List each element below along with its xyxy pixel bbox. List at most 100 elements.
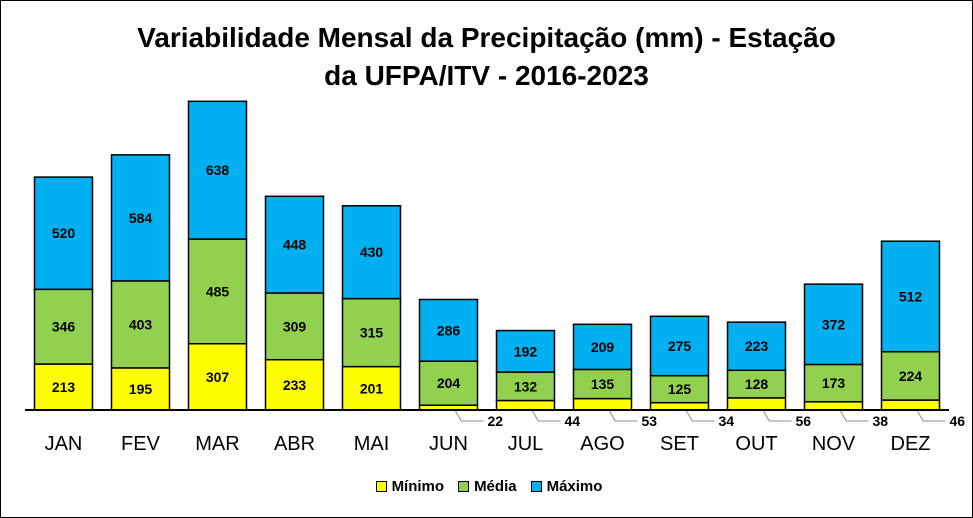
data-label-minimo-mai: 201 — [360, 380, 384, 396]
data-label-leader-set — [686, 410, 715, 422]
legend-item-media: Média — [458, 478, 517, 495]
bar-maximo-abr — [264, 195, 325, 294]
data-label-minimo-dez: 46 — [950, 413, 966, 429]
x-tick-label-ago: AGO — [580, 433, 624, 455]
x-tick-label-mai: MAI — [354, 433, 390, 455]
bar-media-ago — [572, 368, 633, 400]
data-label-minimo-nov: 38 — [873, 413, 889, 429]
bar-maximo-out — [726, 321, 787, 372]
data-label-media-nov: 173 — [822, 375, 846, 391]
bar-media-mar — [187, 238, 248, 345]
chart-title-line-2: da UFPA/ITV - 2016-2023 — [324, 60, 649, 91]
x-tick-label-fev: FEV — [121, 433, 161, 455]
data-label-maximo-mai: 430 — [360, 244, 384, 260]
data-label-media-set: 125 — [668, 381, 692, 397]
chart-title-line-1: Variabilidade Mensal da Precipitação (mm… — [137, 22, 836, 53]
legend-swatch-minimo — [375, 480, 387, 492]
bar-media-set — [649, 374, 710, 404]
data-label-maximo-set: 275 — [668, 338, 692, 354]
data-label-leader-nov — [840, 410, 869, 422]
data-label-maximo-dez: 512 — [899, 288, 923, 304]
legend-item-maximo: Máximo — [530, 477, 603, 495]
bar-maximo-jun — [418, 298, 479, 362]
data-label-maximo-abr: 448 — [283, 237, 307, 253]
data-label-maximo-jun: 286 — [437, 322, 461, 338]
legend-label-maximo: Máximo — [546, 477, 603, 495]
bar-minimo-mai — [341, 365, 402, 411]
data-label-maximo-nov: 372 — [822, 316, 846, 332]
x-tick-label-mar: MAR — [195, 433, 239, 455]
data-label-minimo-ago: 53 — [642, 413, 658, 429]
x-tick-label-abr: ABR — [274, 433, 315, 455]
data-label-minimo-jan: 213 — [52, 379, 76, 395]
bar-minimo-nov — [803, 401, 864, 411]
data-label-media-dez: 224 — [899, 368, 923, 384]
data-label-media-abr: 309 — [283, 318, 307, 334]
bar-media-abr — [264, 292, 325, 361]
data-label-minimo-jul: 44 — [565, 413, 581, 429]
legend-swatch-media — [458, 480, 470, 492]
bar-media-out — [726, 369, 787, 399]
data-label-minimo-set: 34 — [719, 413, 735, 429]
bar-maximo-dez — [880, 240, 941, 353]
legend-item-minimo: Mínimo — [375, 477, 445, 495]
bar-minimo-out — [726, 397, 787, 411]
data-label-media-jun: 204 — [437, 375, 461, 391]
bar-media-jul — [495, 371, 556, 402]
bar-maximo-jul — [495, 329, 556, 373]
chart-title: Variabilidade Mensal da Precipitação (mm… — [1, 19, 972, 95]
data-label-leader-jun — [455, 410, 484, 422]
data-label-leader-ago — [609, 410, 638, 422]
bar-minimo-set — [649, 401, 710, 411]
data-label-media-ago: 135 — [591, 376, 615, 392]
legend-label-minimo: Mínimo — [391, 477, 445, 495]
data-label-media-jan: 346 — [52, 319, 76, 335]
bar-media-nov — [803, 363, 864, 403]
data-label-minimo-abr: 233 — [283, 377, 307, 393]
bar-minimo-jul — [495, 399, 556, 411]
data-label-minimo-mar: 307 — [206, 369, 230, 385]
data-label-media-mai: 315 — [360, 325, 384, 341]
data-label-maximo-mar: 638 — [206, 162, 230, 178]
bar-media-fev — [110, 280, 171, 369]
data-label-maximo-out: 223 — [745, 338, 769, 354]
bar-media-jun — [418, 360, 479, 407]
bar-minimo-mar — [187, 342, 248, 411]
x-tick-label-jun: JUN — [429, 433, 468, 455]
data-label-minimo-fev: 195 — [129, 381, 153, 397]
x-tick-label-jul: JUL — [508, 433, 544, 455]
data-label-media-mar: 485 — [206, 283, 230, 299]
bar-maximo-mar — [187, 100, 248, 240]
bar-maximo-set — [649, 315, 710, 377]
data-label-minimo-out: 56 — [796, 413, 812, 429]
x-tick-label-set: SET — [660, 433, 699, 455]
x-tick-label-dez: DEZ — [891, 433, 931, 455]
data-label-media-jul: 132 — [514, 378, 538, 394]
bar-minimo-ago — [572, 397, 633, 411]
data-label-leader-out — [763, 410, 792, 422]
chart-legend: Mínimo Média Máximo — [353, 469, 625, 503]
x-tick-label-jan: JAN — [45, 433, 83, 455]
legend-label-media: Média — [474, 477, 517, 495]
legend-swatch-maximo — [530, 480, 542, 492]
data-label-media-fev: 403 — [129, 316, 153, 332]
data-label-maximo-fev: 584 — [129, 210, 153, 226]
bar-maximo-mai — [341, 205, 402, 300]
x-tick-label-out: OUT — [735, 433, 777, 455]
bar-media-mai — [341, 297, 402, 368]
bar-maximo-fev — [110, 154, 171, 282]
bar-minimo-abr — [264, 358, 325, 411]
data-label-leader-dez — [917, 410, 946, 422]
bar-maximo-jan — [33, 176, 94, 291]
data-label-maximo-jan: 520 — [52, 225, 76, 241]
data-label-leader-jul — [532, 410, 561, 422]
data-label-media-out: 128 — [745, 376, 769, 392]
data-label-maximo-jul: 192 — [514, 343, 538, 359]
bar-minimo-dez — [880, 399, 941, 411]
bar-maximo-ago — [572, 323, 633, 371]
bar-media-jan — [33, 288, 94, 365]
bar-maximo-nov — [803, 283, 864, 366]
data-label-minimo-jun: 22 — [488, 413, 504, 429]
